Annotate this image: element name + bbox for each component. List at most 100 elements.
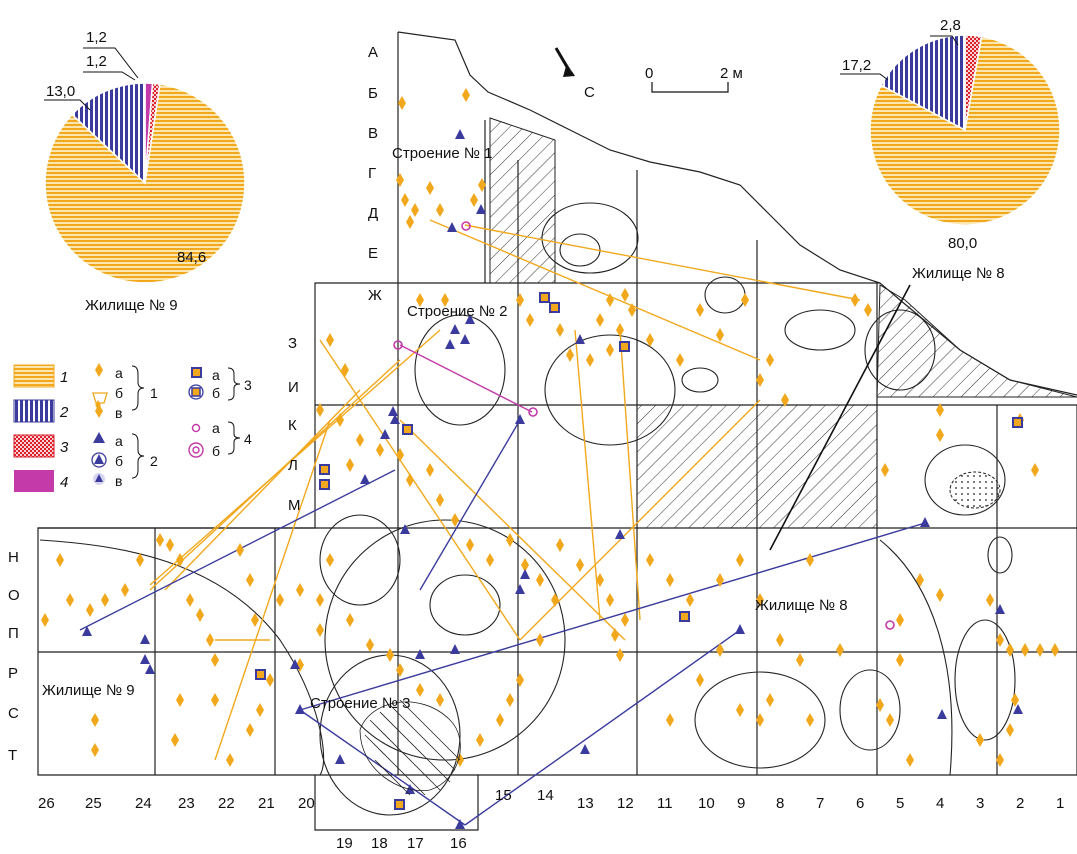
find-marker (316, 593, 324, 607)
find-marker (462, 88, 470, 102)
find-marker-triangle (937, 709, 947, 719)
find-marker-triangle (390, 414, 400, 424)
find-marker-triangle (515, 584, 525, 594)
row-label: Ж (368, 287, 382, 304)
find-marker (406, 215, 414, 229)
find-marker (881, 463, 889, 477)
find-marker (526, 313, 534, 327)
find-marker (596, 573, 604, 587)
legend-g1-num: 1 (150, 385, 158, 401)
row-label: Д (368, 205, 378, 222)
legend-swatch-label-4: 4 (60, 474, 68, 491)
find-marker (326, 333, 334, 347)
find-marker (606, 593, 614, 607)
legend-swatch-1 (13, 364, 55, 388)
find-marker (781, 393, 789, 407)
find-marker (756, 713, 764, 727)
find-marker (756, 373, 764, 387)
find-marker (556, 538, 564, 552)
find-marker (996, 633, 1004, 647)
find-marker-triangle (455, 129, 465, 139)
row-label: А (368, 44, 378, 61)
find-marker-triangle (445, 339, 455, 349)
find-marker (506, 533, 514, 547)
column-label: 12 (617, 795, 634, 812)
legend-g4-b: б (212, 443, 220, 459)
find-marker (426, 181, 434, 195)
scale-zero: 0 (645, 65, 653, 82)
find-marker (386, 648, 394, 662)
find-marker (441, 293, 449, 307)
find-marker (236, 543, 244, 557)
find-marker (566, 348, 574, 362)
find-marker (896, 653, 904, 667)
find-marker (976, 733, 984, 747)
find-marker-triangle (520, 569, 530, 579)
find-marker (736, 553, 744, 567)
find-marker (486, 553, 494, 567)
find-marker (616, 323, 624, 337)
find-marker (611, 628, 619, 642)
find-marker (864, 303, 872, 317)
row-label: К (288, 417, 297, 434)
find-marker (646, 553, 654, 567)
find-marker-triangle (735, 624, 745, 634)
legend-swatch-label-1: 1 (60, 369, 68, 386)
find-marker (266, 673, 274, 687)
scale-bar (651, 82, 729, 93)
find-marker-triangle (515, 414, 525, 424)
row-labels: А Б В Г Д Е Ж З И К Л М Н О П Р С Т (8, 44, 382, 764)
refit-line-magenta (399, 344, 533, 413)
finds-blue (82, 129, 1023, 829)
pie-left-value-4: 1,2 (86, 53, 107, 70)
north-label: С (584, 84, 595, 101)
find-marker (1021, 643, 1029, 657)
pie-right-value-3: 2,8 (940, 17, 961, 34)
column-label: 6 (856, 795, 864, 812)
find-marker (666, 713, 674, 727)
find-marker (806, 553, 814, 567)
pie-left-value-2: 13,0 (46, 83, 75, 100)
row-label: П (8, 625, 19, 642)
find-marker (356, 433, 364, 447)
find-marker (586, 353, 594, 367)
find-marker-triangle (575, 334, 585, 344)
row-label: Л (288, 457, 298, 474)
find-marker (251, 613, 259, 627)
find-marker (576, 558, 584, 572)
column-label: 24 (135, 795, 152, 812)
find-marker (521, 558, 529, 572)
column-label: 22 (218, 795, 235, 812)
dwelling8-label-top: Жилище № 8 (912, 265, 1005, 282)
scale-max: 2 м (720, 65, 743, 82)
find-marker-triangle (995, 604, 1005, 614)
find-marker (436, 693, 444, 707)
legend-g2-num: 2 (150, 453, 158, 469)
find-marker (916, 573, 924, 587)
row-label: О (8, 587, 20, 604)
find-marker (41, 613, 49, 627)
find-marker-triangle (450, 324, 460, 334)
column-label: 8 (776, 795, 784, 812)
find-marker (411, 203, 419, 217)
find-marker-triangle (145, 664, 155, 674)
find-marker (91, 743, 99, 757)
find-marker-triangle (290, 659, 300, 669)
building2-label: Строение № 2 (407, 303, 508, 320)
legend-g3-a: а (212, 367, 220, 383)
legend-swatch-2 (13, 399, 55, 423)
find-marker (478, 178, 486, 192)
find-marker (851, 293, 859, 307)
legend-g3-num: 3 (244, 377, 252, 393)
find-marker (621, 288, 629, 302)
find-marker (716, 573, 724, 587)
pie-right-value-2: 17,2 (842, 57, 871, 74)
find-marker-triangle (360, 474, 370, 484)
find-marker (346, 613, 354, 627)
find-marker (176, 693, 184, 707)
find-marker (696, 673, 704, 687)
find-marker (416, 683, 424, 697)
find-marker (246, 723, 254, 737)
find-marker (686, 593, 694, 607)
